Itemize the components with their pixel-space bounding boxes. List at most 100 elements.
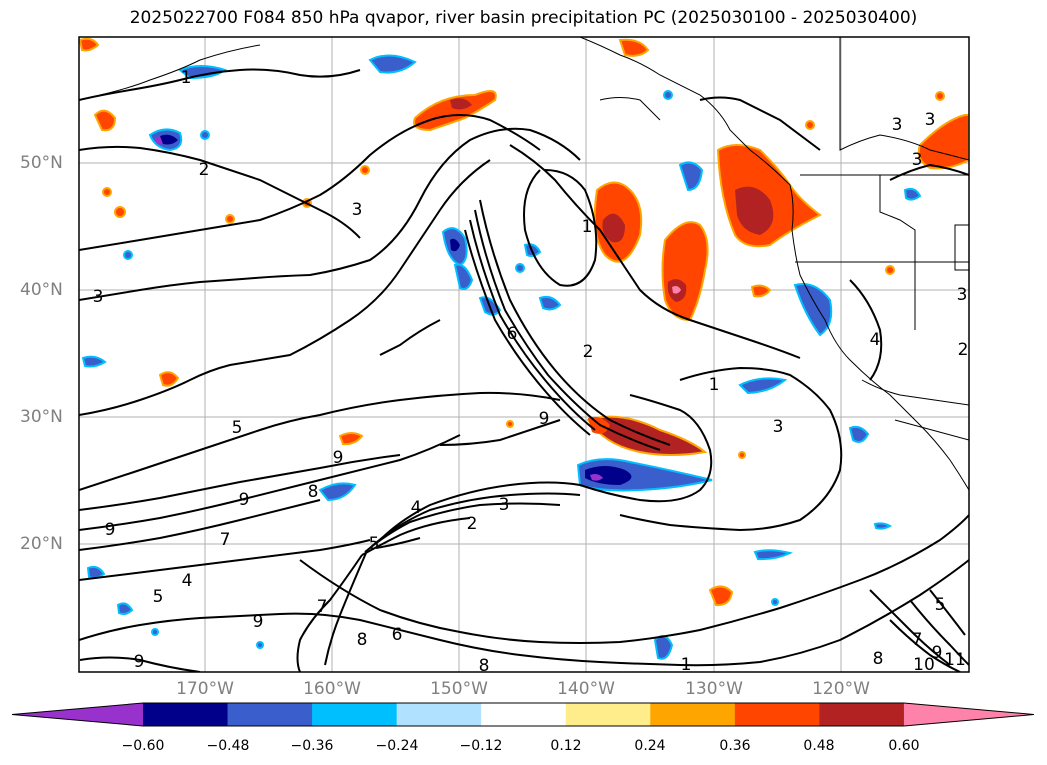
- anomaly-blob: [793, 283, 833, 337]
- anomaly-dot: [771, 598, 779, 606]
- anomaly-dot: [360, 165, 370, 175]
- colorbar-tick-label: 0.48: [803, 738, 835, 754]
- gridlines: [79, 37, 969, 672]
- contour-label: 9: [105, 520, 116, 540]
- contour-label: 4: [870, 330, 881, 350]
- anomaly-blob: [450, 98, 472, 110]
- colorbar-tick-label: 0.24: [634, 738, 666, 754]
- anomaly-blob: [158, 371, 180, 387]
- anomaly-blob: [318, 482, 357, 502]
- anomaly-blob: [450, 238, 460, 252]
- colorbar-tick-label: 0.36: [719, 738, 751, 754]
- contour-labels: 1 1 2 3 3 3 3 3 4 4 5 5 6 7 8 9 9 9 2 3 …: [93, 68, 969, 676]
- colorbar-tick-label: −0.36: [290, 738, 334, 754]
- anomaly-dot: [885, 265, 895, 275]
- anomaly-blob: [738, 377, 788, 395]
- anomaly-blob: [903, 187, 922, 201]
- contour-label: 9: [333, 448, 344, 468]
- anomaly-dot: [663, 90, 673, 100]
- anomaly-blob: [453, 263, 474, 290]
- contour-label: 4: [182, 571, 193, 591]
- contour-label: 3: [912, 150, 923, 170]
- contour-label: 8: [479, 656, 490, 676]
- contour-label: 9: [539, 409, 550, 429]
- anomaly-blob: [708, 585, 734, 607]
- anomaly-blob: [750, 284, 772, 298]
- contour-label: 2: [467, 514, 478, 534]
- anomaly-blob: [116, 602, 134, 615]
- contour-label: 1: [181, 68, 192, 88]
- anomaly-blob: [538, 295, 562, 311]
- anomaly-blob: [178, 65, 228, 80]
- anomaly-blob: [917, 114, 969, 170]
- anomaly-dot: [738, 451, 746, 459]
- contour-label: 8: [357, 630, 368, 650]
- lon-label-130w: 130°W: [685, 679, 743, 699]
- anomaly-dot: [200, 130, 210, 140]
- colorbar-tick-label: 0.12: [550, 738, 582, 754]
- anomaly-dot: [102, 187, 112, 197]
- colorbar-tick-label: −0.24: [375, 738, 419, 754]
- colorbar-tick-label: 0.60: [888, 738, 920, 754]
- contour-label: 3: [93, 287, 104, 307]
- contour-label: 5: [935, 595, 946, 615]
- contour-label: 1: [709, 375, 720, 395]
- colorbar-tick-label: −0.48: [206, 738, 250, 754]
- contour-label: 10: [913, 655, 935, 675]
- colorbar-tick-label: −0.12: [459, 738, 503, 754]
- anomaly-dot: [935, 91, 945, 101]
- contour-label: 7: [317, 597, 328, 617]
- contour-label: 2: [199, 160, 210, 180]
- contour-label: 9: [239, 490, 250, 510]
- anomaly-blob: [81, 355, 107, 368]
- contour-label: 3: [925, 110, 936, 130]
- lon-label-150w: 150°W: [430, 679, 488, 699]
- contour-label: 1: [681, 655, 692, 675]
- contour-label: 7: [220, 530, 231, 550]
- contour-label: 9: [253, 612, 264, 632]
- contour-label: 3: [352, 200, 363, 220]
- qvapor-contours: [79, 68, 969, 672]
- contour-label: 8: [873, 649, 884, 669]
- lat-label-30n: 30°N: [20, 407, 63, 427]
- anomaly-blob: [368, 54, 417, 74]
- anomaly-blob: [672, 286, 681, 294]
- contour-label: 1: [582, 217, 593, 237]
- contour-label: 3: [773, 417, 784, 437]
- anomaly-blob: [618, 38, 650, 57]
- contour-label: 3: [957, 285, 968, 305]
- anomaly-dot: [225, 214, 235, 224]
- anomaly-blob: [590, 474, 603, 481]
- anomaly-blob: [678, 161, 704, 192]
- anomaly-blob: [602, 213, 625, 243]
- lon-label-140w: 140°W: [557, 679, 615, 699]
- anomaly-dot: [506, 420, 514, 428]
- anomaly-blob: [338, 432, 364, 446]
- lat-label-50n: 50°N: [20, 153, 63, 173]
- lon-label-170w: 170°W: [176, 679, 234, 699]
- lat-label-20n: 20°N: [20, 534, 63, 554]
- anomaly-blob: [753, 549, 793, 561]
- contour-label: 11: [944, 650, 966, 670]
- anomaly-dot: [151, 628, 159, 636]
- anomaly-blob: [160, 134, 178, 145]
- contour-label: 8: [308, 482, 319, 502]
- contour-label: 4: [411, 498, 422, 518]
- anomaly-dot: [256, 641, 264, 649]
- lat-label-40n: 40°N: [20, 280, 63, 300]
- contour-label: 6: [507, 324, 518, 344]
- contour-label: 9: [134, 652, 145, 672]
- anomaly-blob: [735, 186, 774, 235]
- lon-label-120w: 120°W: [812, 679, 870, 699]
- map-frame: [78, 36, 970, 673]
- anomaly-blob: [413, 90, 497, 132]
- contour-label: 2: [958, 340, 969, 360]
- colorbar-tick-label: −0.60: [121, 738, 165, 754]
- anomaly-dot: [805, 120, 815, 130]
- coastlines: [99, 37, 969, 491]
- contour-label: 7: [912, 630, 923, 650]
- contour-label: 5: [232, 418, 243, 438]
- anomaly-blob: [848, 425, 870, 443]
- contour-label: 3: [892, 115, 903, 135]
